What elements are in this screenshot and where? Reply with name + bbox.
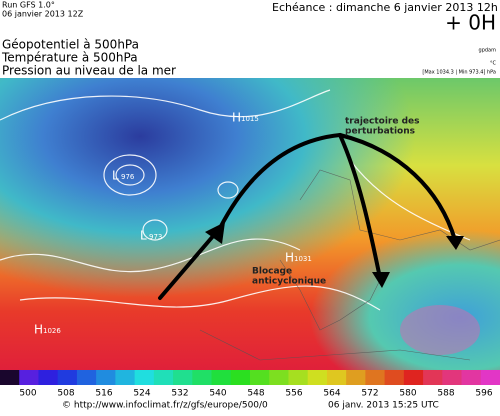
annotation: Blocage [252,267,292,277]
unit: gpdam [479,48,497,54]
annotation: trajectoire des [345,117,420,127]
color-swatch [57,370,78,385]
annotation: anticyclonique [252,277,326,287]
color-swatch [423,370,443,385]
color-swatch [403,370,424,385]
pressure-letter: L [112,169,119,183]
run: Run GFS 1.0° [2,1,55,10]
legend-tick: 508 [57,389,74,399]
color-swatch [442,370,463,385]
pressure-value: 973 [149,233,162,241]
color-swatch [38,370,59,385]
field: Géopotentiel à 500hPa [2,38,139,52]
pressure-value: 1015 [241,115,259,123]
color-swatch [384,370,405,385]
color-swatch [76,370,97,385]
color-swatch [288,370,309,385]
color-swatch [250,370,270,385]
legend-tick: 564 [323,389,340,399]
color-swatch [326,370,347,385]
legend-tick: 572 [361,389,378,399]
color-swatch [173,370,193,385]
color-swatch [153,370,174,385]
color-swatch [192,370,213,385]
pressure-value: 1026 [43,327,61,335]
pressure-letter: H [285,251,294,265]
color-swatch [211,370,232,385]
legend-tick: 588 [437,389,454,399]
color-swatch [461,370,482,385]
color-swatch [346,370,366,385]
legend-tick: 580 [399,389,416,399]
pressure-letter: L [140,229,147,243]
legend-tick: 556 [285,389,302,399]
legend-tick: 548 [247,389,264,399]
legend-tick: 532 [171,389,188,399]
color-swatch [307,370,328,385]
field: Pression au niveau de la mer [2,64,176,78]
map [0,78,500,370]
field: Température à 500hPa [1,51,138,65]
legend-tick: 524 [133,389,150,399]
pressure-letter: H [232,111,241,125]
color-swatch [269,370,289,385]
color-swatch [480,370,500,385]
color-swatch [134,370,155,385]
annotation: perturbations [345,127,415,137]
color-swatch [115,370,136,385]
color-swatch [230,370,251,385]
generated: 06 janv. 2013 15:25 UTC [328,401,439,411]
pressure-range: [Max 1034.3 | Min 973.4] hPa [422,70,496,76]
unit: °C [490,61,497,67]
color-swatch [96,370,116,385]
color-swatch [0,370,20,385]
legend-tick: 540 [209,389,226,399]
source: © http://www.infoclimat.fr/z/gfs/europe/… [62,401,268,411]
legend-tick: 500 [19,389,36,399]
legend-tick: 596 [475,389,492,399]
color-swatch [19,370,39,385]
color-swatch [365,370,386,385]
pressure-value: 1031 [294,255,312,263]
run-date: 06 janvier 2013 12Z [2,10,84,19]
pressure-letter: H [34,323,43,337]
legend-tick: 516 [95,389,112,399]
step: + 0H [445,11,496,35]
pressure-value: 976 [121,173,135,181]
echeance: Echéance : dimanche 6 janvier 2013 12h U… [272,1,500,14]
